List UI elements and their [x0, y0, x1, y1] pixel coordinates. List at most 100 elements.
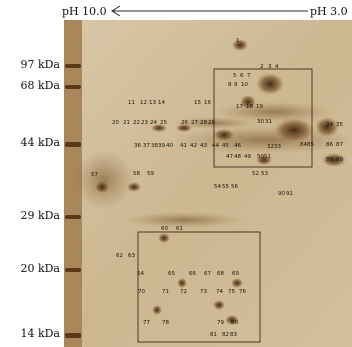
spot-label-91: 91 — [286, 191, 293, 197]
spot-label-33: 33 — [274, 144, 281, 150]
spot-label-18: 18 — [246, 104, 253, 110]
lower-region-box — [137, 231, 261, 343]
spot-label-41: 41 — [180, 143, 187, 149]
spot-label-17: 17 — [236, 104, 243, 110]
spot-label-13: 13 — [149, 100, 156, 106]
spot-label-83: 83 — [230, 332, 237, 338]
spot-label-21: 21 — [123, 120, 130, 126]
spot-label-25: 25 — [160, 120, 167, 126]
spot-label-86: 86 — [326, 142, 333, 148]
mw-marker-44: 44 kDa — [20, 136, 60, 149]
spot-label-71: 71 — [162, 289, 169, 295]
spot-label-52: 52 — [252, 171, 259, 177]
spot-label-87: 87 — [336, 142, 343, 148]
mw-marker-97: 97 kDa — [20, 58, 60, 71]
spot-label-45: 45 — [222, 143, 229, 149]
marker-lane — [64, 20, 82, 347]
spot-label-8: 8 — [228, 82, 232, 88]
ph-axis: pH 10.0 pH 3.0 — [0, 0, 352, 20]
spot-label-67: 67 — [204, 271, 211, 277]
spot-label-19: 19 — [256, 104, 263, 110]
spot-label-4: 4 — [275, 64, 279, 70]
spot-label-75: 75 — [228, 289, 235, 295]
spot-label-56: 56 — [231, 184, 238, 190]
spot-label-49: 49 — [244, 154, 251, 160]
spot-label-78: 78 — [162, 320, 169, 326]
spot-label-50: 50 — [257, 154, 264, 160]
spot-label-88: 88 — [326, 157, 333, 163]
spot-label-46: 46 — [234, 143, 241, 149]
spot-label-85: 85 — [307, 142, 314, 148]
spot-label-84: 84 — [300, 142, 307, 148]
spot-label-76: 76 — [239, 289, 246, 295]
spot-label-22: 22 — [133, 120, 140, 126]
spot-label-10: 10 — [241, 82, 248, 88]
spot-label-81: 81 — [210, 332, 217, 338]
spot-label-58: 58 — [133, 171, 140, 177]
spot-label-32: 32 — [267, 144, 274, 150]
spot-label-1: 1 — [236, 38, 240, 44]
spot-label-51: 51 — [264, 154, 271, 160]
spot-label-38: 38 — [151, 143, 158, 149]
spot-label-74: 74 — [216, 289, 223, 295]
spot-label-59: 59 — [147, 171, 154, 177]
marker-bands — [65, 64, 81, 338]
mw-marker-14: 14 kDa — [20, 327, 60, 340]
spot-label-37: 37 — [143, 143, 150, 149]
spot-label-54: 54 — [214, 184, 221, 190]
spot-label-90: 90 — [278, 191, 285, 197]
spot-label-35: 35 — [336, 122, 343, 128]
spot-label-60: 60 — [161, 226, 168, 232]
spot-label-16: 16 — [204, 100, 211, 106]
spot-label-39: 39 — [158, 143, 165, 149]
spot-label-5: 5 — [233, 73, 237, 79]
spot-label-42: 42 — [190, 143, 197, 149]
spot-label-15: 15 — [194, 100, 201, 106]
spot-label-24: 24 — [150, 120, 157, 126]
spot-label-23: 23 — [141, 120, 148, 126]
mw-marker-20: 20 kDa — [20, 262, 60, 275]
ph-right-label: pH 3.0 — [310, 5, 348, 18]
spot-label-31: 31 — [265, 119, 272, 125]
spot-label-6: 6 — [240, 73, 244, 79]
spot-label-77: 77 — [143, 320, 150, 326]
spot-label-79: 79 — [217, 320, 224, 326]
spot-label-66: 66 — [189, 271, 196, 277]
spot-label-63: 63 — [128, 253, 135, 259]
spot-label-89: 89 — [336, 157, 343, 163]
protein-spots — [95, 39, 346, 325]
spot-label-28: 28 — [200, 120, 207, 126]
spot-label-62: 62 — [116, 253, 123, 259]
spot-label-36: 36 — [134, 143, 141, 149]
spot-label-34: 34 — [326, 122, 333, 128]
spot-label-70: 70 — [138, 289, 145, 295]
spot-label-7: 7 — [247, 73, 251, 79]
spot-label-43: 43 — [200, 143, 207, 149]
spot-label-14: 14 — [158, 100, 165, 106]
spot-label-57: 57 — [91, 172, 98, 178]
ph-gradient-arrow — [111, 5, 308, 17]
spot-label-12: 12 — [140, 100, 147, 106]
spot-label-53: 53 — [261, 171, 268, 177]
spot-label-65: 65 — [168, 271, 175, 277]
spot-label-11: 11 — [128, 100, 135, 106]
spot-label-2: 2 — [260, 64, 264, 70]
spot-label-27: 27 — [191, 120, 198, 126]
spot-label-9: 9 — [234, 82, 238, 88]
upper-region-box — [213, 68, 313, 168]
spot-label-47: 47 — [226, 154, 233, 160]
spot-label-73: 73 — [200, 289, 207, 295]
spot-label-82: 82 — [222, 332, 229, 338]
spot-label-30: 30 — [257, 119, 264, 125]
spot-label-26: 26 — [181, 120, 188, 126]
spot-label-64: 64 — [137, 271, 144, 277]
spot-label-29: 29 — [208, 120, 215, 126]
spot-label-72: 72 — [180, 289, 187, 295]
spot-label-44: 44 — [212, 143, 219, 149]
spot-label-61: 61 — [176, 226, 183, 232]
spot-label-3: 3 — [268, 64, 272, 70]
spot-label-80: 80 — [231, 320, 238, 326]
spot-label-69: 69 — [232, 271, 239, 277]
